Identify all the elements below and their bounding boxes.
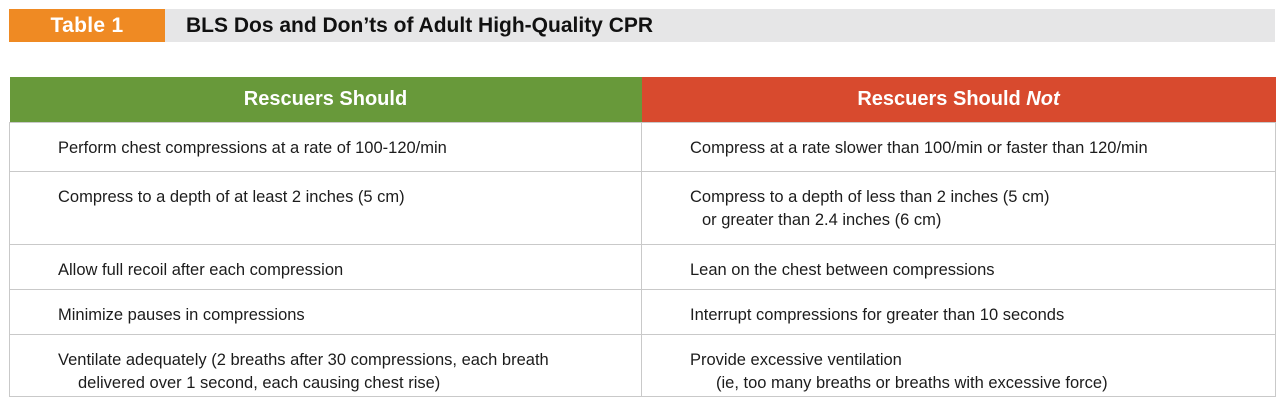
table-number-badge: Table 1 [9, 9, 165, 42]
should-cell: Allow full recoil after each compression [9, 244, 642, 290]
cell-line: Perform chest compressions at a rate of … [58, 139, 447, 157]
column-header-should-not-emphasis: Not [1026, 88, 1060, 110]
cell-line: Lean on the chest between compressions [690, 261, 995, 279]
table-row: Perform chest compressions at a rate of … [9, 122, 1276, 172]
cell-line-continuation: or greater than 2.4 inches (6 cm) [702, 211, 942, 229]
table-title-bar: Table 1 BLS Dos and Don’ts of Adult High… [9, 9, 1275, 42]
cell-line: Allow full recoil after each compression [58, 261, 344, 279]
should-not-cell: Lean on the chest between compressions [641, 244, 1276, 290]
cell-line: Ventilate adequately (2 breaths after 30… [58, 351, 549, 369]
cell-line-continuation: (ie, too many breaths or breaths with ex… [716, 374, 1108, 392]
cell-line: Provide excessive ventilation [690, 351, 902, 369]
cell-line: Compress to a depth of at least 2 inches… [58, 188, 405, 206]
cpr-dos-donts-table: Rescuers Should Rescuers Should Not Perf… [9, 77, 1276, 397]
table-row: Allow full recoil after each compression… [9, 244, 1276, 290]
cell-line-continuation: delivered over 1 second, each causing ch… [78, 374, 441, 392]
cell-line: Compress at a rate slower than 100/min o… [690, 139, 1148, 157]
table-row: Ventilate adequately (2 breaths after 30… [9, 334, 1276, 397]
table-row: Minimize pauses in compressions Interrup… [9, 289, 1276, 335]
should-cell: Perform chest compressions at a rate of … [9, 122, 642, 172]
should-not-cell: Interrupt compressions for greater than … [641, 289, 1276, 335]
should-not-cell: Compress to a depth of less than 2 inche… [641, 171, 1276, 245]
table-title: BLS Dos and Don’ts of Adult High-Quality… [186, 14, 654, 37]
cell-line: Interrupt compressions for greater than … [690, 306, 1065, 324]
should-not-cell: Provide excessive ventilation (ie, too ma… [641, 334, 1276, 397]
column-header-should: Rescuers Should [9, 77, 642, 123]
should-cell: Compress to a depth of at least 2 inches… [9, 171, 642, 245]
should-cell: Ventilate adequately (2 breaths after 30… [9, 334, 642, 397]
column-header-should-not: Rescuers Should Not [641, 77, 1276, 123]
cell-line: Minimize pauses in compressions [58, 306, 305, 324]
cell-line: Compress to a depth of less than 2 inche… [690, 188, 1050, 206]
table-header-row: Rescuers Should Rescuers Should Not [9, 77, 1276, 123]
table-row: Compress to a depth of at least 2 inches… [9, 171, 1276, 245]
column-header-should-not-prefix: Rescuers Should [857, 88, 1027, 110]
should-cell: Minimize pauses in compressions [9, 289, 642, 335]
should-not-cell: Compress at a rate slower than 100/min o… [641, 122, 1276, 172]
